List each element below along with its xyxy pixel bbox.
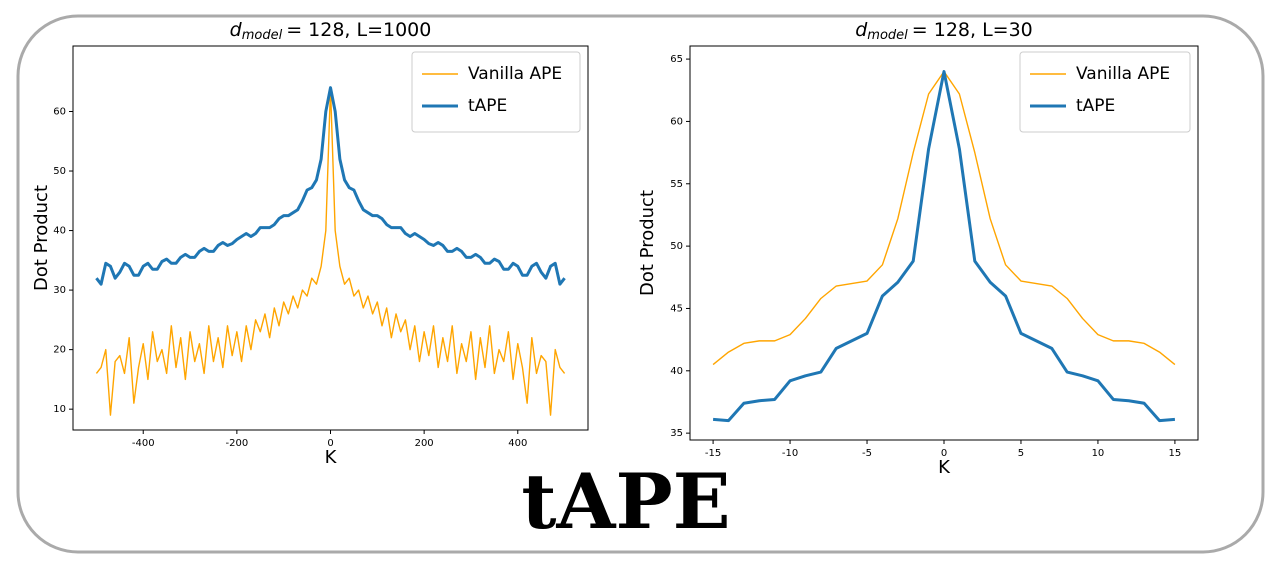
y-tick-label: 20 xyxy=(53,345,66,356)
y-tick-label: 60 xyxy=(670,116,683,127)
x-tick-label: 200 xyxy=(415,438,434,449)
legend-label: Vanilla APE xyxy=(468,64,562,84)
plot-frame xyxy=(72,45,589,431)
title-sub: model xyxy=(867,28,908,43)
x-tick-label: -10 xyxy=(782,448,798,459)
x-tick-label: 15 xyxy=(1169,448,1182,459)
legend-label: tAPE xyxy=(468,96,507,116)
y-tick-label: 40 xyxy=(53,226,66,237)
y-tick-label: 60 xyxy=(53,106,66,117)
legend-box xyxy=(1019,51,1191,133)
series-line xyxy=(95,86,566,286)
y-tick-label: 50 xyxy=(53,166,66,177)
y-tick-label: 55 xyxy=(670,179,683,190)
x-tick-label: -15 xyxy=(705,448,721,459)
x-tick-label: 0 xyxy=(941,448,947,459)
x-tick-label: 400 xyxy=(508,438,527,449)
x-tick-label: 10 xyxy=(1092,448,1105,459)
caption: tAPE xyxy=(521,457,730,546)
title-rest: = 128, L=30 xyxy=(912,19,1033,41)
chart-title: dmodel = 128, L=1000 xyxy=(230,19,432,43)
plot-frame xyxy=(689,45,1199,441)
title-var: d xyxy=(230,19,243,41)
y-tick-label: 65 xyxy=(670,54,683,65)
y-tick-label: 50 xyxy=(670,241,683,252)
y-tick-label: 10 xyxy=(53,404,66,415)
x-tick-label: -200 xyxy=(226,438,249,449)
title-sub: model xyxy=(242,28,283,43)
title-var: d xyxy=(855,19,868,41)
y-tick-label: 30 xyxy=(53,285,66,296)
y-tick-label: 35 xyxy=(670,428,683,439)
x-tick-label: -5 xyxy=(862,448,872,459)
frame xyxy=(16,14,1265,554)
x-axis-label: K xyxy=(325,447,338,468)
chart-title: dmodel = 128, L=30 xyxy=(855,19,1033,43)
y-axis-label: Dot Product xyxy=(637,190,658,296)
legend-label: Vanilla APE xyxy=(1076,64,1170,84)
title-rest: = 128, L=1000 xyxy=(286,19,431,41)
legend-box xyxy=(411,51,581,133)
x-tick-label: -400 xyxy=(132,438,155,449)
x-tick-label: 5 xyxy=(1018,448,1024,459)
legend-label: tAPE xyxy=(1076,96,1115,116)
x-tick-label: 0 xyxy=(327,438,333,449)
y-tick-label: 40 xyxy=(670,366,683,377)
y-tick-label: 45 xyxy=(670,303,683,314)
series-line xyxy=(712,70,1176,423)
y-axis-label: Dot Product xyxy=(31,185,52,291)
x-axis-label: K xyxy=(938,457,951,478)
